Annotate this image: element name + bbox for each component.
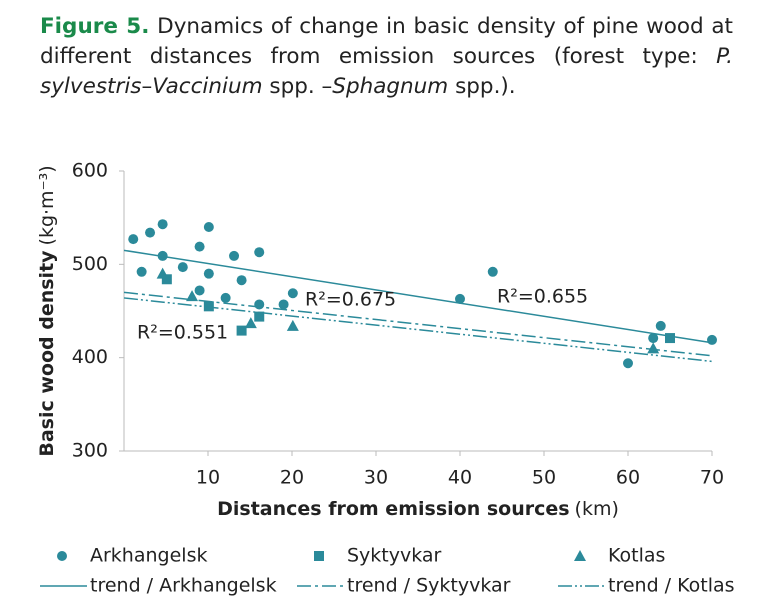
point — [136, 266, 147, 277]
y-tick-label: 400 — [72, 346, 108, 368]
point — [278, 299, 289, 310]
point — [157, 219, 168, 230]
point — [574, 550, 586, 561]
point — [220, 292, 231, 303]
y-axis-label: Basic wood density (kg·m⁻³) — [36, 165, 58, 456]
point — [254, 311, 265, 322]
point — [648, 333, 659, 344]
point — [203, 222, 214, 232]
title-text: spp. – — [262, 74, 333, 99]
figure-label: Figure 5. — [40, 14, 150, 39]
point — [244, 317, 257, 329]
x-label-unit: (km) — [575, 498, 619, 520]
x-tick-label: 30 — [364, 467, 388, 489]
legend-label: trend / Kotlas — [608, 575, 735, 597]
title-italic: Vaccinium — [152, 74, 263, 99]
legend-label: Syktyvkar — [347, 545, 442, 567]
point — [229, 250, 240, 261]
point — [236, 325, 247, 336]
x-tick-label: 10 — [196, 467, 220, 489]
point — [145, 227, 156, 238]
x-tick-label: 70 — [700, 467, 724, 489]
trend-line — [123, 297, 713, 363]
point — [623, 358, 633, 369]
point — [194, 241, 205, 252]
point — [254, 247, 265, 258]
r-squared: R²=0.655 — [497, 286, 588, 308]
point — [455, 293, 465, 304]
r-squared: R²=0.675 — [305, 289, 396, 311]
y-tick-label: 600 — [72, 160, 108, 182]
point — [177, 262, 188, 273]
point — [156, 267, 169, 279]
point — [314, 551, 324, 561]
point — [254, 299, 265, 310]
point — [203, 268, 214, 279]
point — [665, 333, 675, 344]
point — [655, 320, 666, 331]
point — [203, 301, 214, 312]
x-label-main: Distances from emission sources — [217, 498, 569, 520]
trend-line — [123, 291, 713, 357]
point — [287, 288, 298, 299]
y-tick-label: 300 — [72, 440, 108, 462]
point — [194, 285, 205, 296]
x-tick-label: 60 — [616, 467, 640, 489]
r-squared: R²=0.551 — [137, 322, 228, 344]
point — [161, 274, 172, 285]
point — [647, 342, 660, 354]
point — [128, 234, 139, 245]
x-tick-label: 20 — [280, 467, 304, 489]
legend-label: trend / Syktyvkar — [347, 575, 511, 597]
x-axis-label: Distances from emission sources (km) — [217, 498, 619, 520]
title-text: – — [141, 74, 153, 99]
y-label-main: Basic wood density — [36, 250, 58, 457]
point — [707, 334, 717, 345]
point — [57, 551, 67, 561]
y-tick-label: 500 — [72, 253, 108, 275]
legend-label: trend / Arkhangelsk — [90, 575, 277, 597]
trend-line — [123, 249, 713, 344]
y-label-unit: (kg·m⁻³) — [36, 165, 58, 245]
title-italic: Sphagnum — [332, 74, 449, 99]
point — [186, 290, 199, 302]
title-italic: P. sylvestris — [40, 44, 733, 99]
figure-title: Figure 5. Dynamics of change in basic de… — [40, 12, 733, 102]
title-text: spp.). — [448, 74, 516, 99]
legend-label: Kotlas — [608, 545, 665, 567]
legend-label: Arkhangelsk — [90, 545, 207, 567]
point — [487, 266, 498, 277]
x-tick-label: 40 — [448, 467, 472, 489]
point — [236, 275, 247, 286]
point — [286, 319, 299, 331]
x-tick-label: 50 — [532, 467, 556, 489]
title-text: Dynamics of change in basic density of p… — [40, 14, 733, 69]
